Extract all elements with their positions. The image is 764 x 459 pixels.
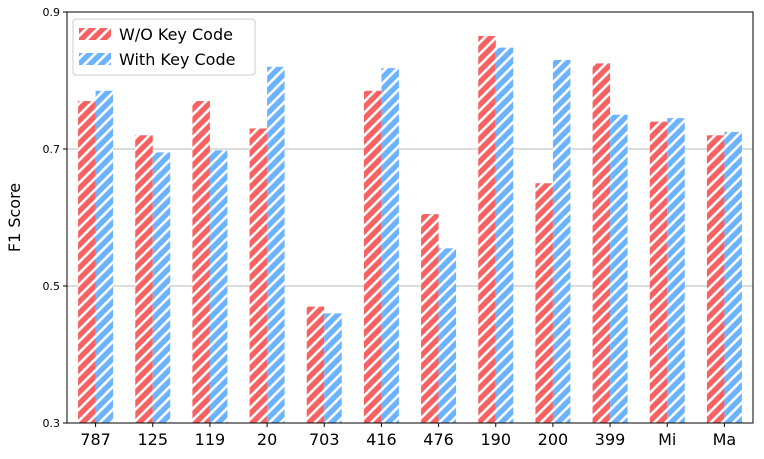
- bar-with-key-code-787: [95, 90, 114, 424]
- legend-label-wo-key-code: W/O Key Code: [119, 25, 233, 44]
- bar-wo-key-code-190: [478, 35, 496, 423]
- plot-frame: [66, 11, 754, 424]
- bar-with-key-code-20: [267, 66, 285, 424]
- bar-wo-key-code-703: [306, 306, 325, 423]
- x-tick-label: 787: [80, 430, 111, 449]
- bar-with-key-code-200: [552, 59, 571, 423]
- x-tick-label: 200: [538, 430, 569, 449]
- y-tick-label: 0.7: [43, 143, 61, 156]
- bar-with-key-code-190: [495, 47, 514, 424]
- bar-with-key-code-416: [381, 68, 399, 424]
- x-tick-label: 190: [480, 430, 511, 449]
- x-tick-label: 476: [423, 430, 454, 449]
- bar-with-key-code-Mi: [667, 118, 685, 424]
- bar-wo-key-code-416: [363, 90, 382, 424]
- bar-wo-key-code-20: [249, 128, 268, 423]
- legend-swatch-with-key-code: [79, 53, 111, 65]
- bar-wo-key-code-Mi: [649, 121, 668, 423]
- bar-with-key-code-119: [209, 150, 228, 423]
- gridlines: [67, 148, 753, 287]
- x-tick-label: 125: [137, 430, 168, 449]
- x-tick-label: 703: [309, 430, 340, 449]
- legend-box: [72, 18, 256, 76]
- bar-with-key-code-Ma: [724, 131, 742, 423]
- y-tick-label: 0.9: [43, 6, 61, 19]
- x-tick-label: 119: [195, 430, 226, 449]
- x-tick-label: 20: [257, 430, 277, 449]
- y-tick-label: 0.3: [43, 417, 61, 430]
- bar-wo-key-code-Ma: [706, 135, 725, 424]
- y-tick-label: 0.5: [43, 280, 61, 293]
- legend-swatch-wo-key-code: [79, 28, 111, 40]
- x-tick-label: 416: [366, 430, 397, 449]
- legend-label-with-key-code: With Key Code: [119, 50, 235, 69]
- legend: W/O Key Code With Key Code: [72, 18, 256, 76]
- x-tick-label: 399: [595, 430, 626, 449]
- y-axis-label: F1 Score: [5, 183, 24, 252]
- bar-with-key-code-703: [324, 313, 342, 423]
- bar-with-key-code-125: [152, 152, 171, 424]
- bar-wo-key-code-125: [135, 135, 153, 424]
- x-tick-label: Ma: [713, 430, 737, 449]
- bar-with-key-code-399: [610, 114, 628, 423]
- bar-wo-key-code-399: [592, 63, 611, 423]
- bar-wo-key-code-200: [535, 183, 553, 423]
- y-axis: 0.3 0.5 0.7 0.9: [43, 6, 67, 430]
- bar-with-key-code-476: [438, 248, 457, 423]
- x-tick-label: Mi: [658, 430, 676, 449]
- x-axis: 787 125 119 20 703 416 476 190 200 399 Mi Ma: [80, 423, 736, 449]
- bar-wo-key-code-119: [192, 101, 210, 424]
- bar-wo-key-code-787: [78, 101, 96, 424]
- bars: [78, 35, 742, 424]
- bar-wo-key-code-476: [421, 214, 439, 423]
